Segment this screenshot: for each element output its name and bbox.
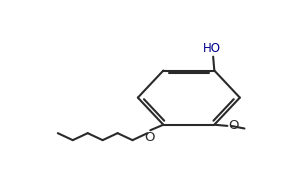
- Text: HO: HO: [203, 42, 221, 55]
- Text: O: O: [228, 119, 239, 132]
- Text: O: O: [144, 131, 154, 144]
